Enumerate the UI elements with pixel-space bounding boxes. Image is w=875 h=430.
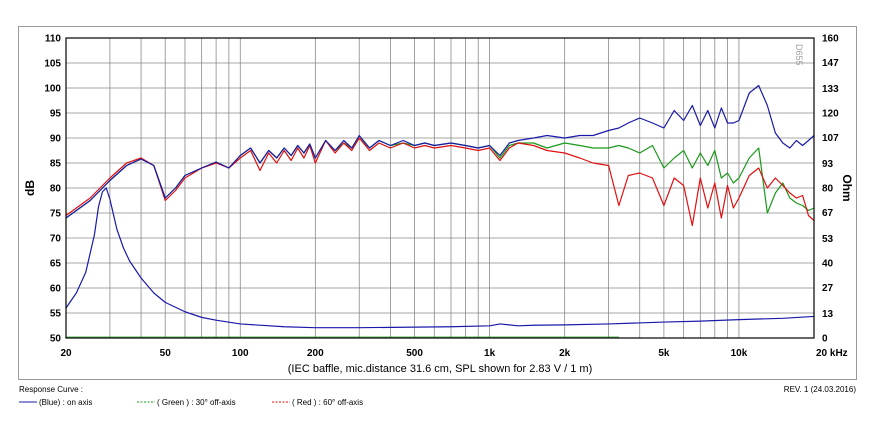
revision-label: REV. 1 (24.03.2016) — [784, 385, 857, 394]
y2-axis-title: Ohm — [840, 174, 854, 201]
x-tick-label: 50 — [160, 348, 172, 359]
y-tick-label: 95 — [50, 109, 62, 120]
measurement-conditions: (IEC baffle, mic.distance 31.6 cm, SPL s… — [288, 363, 592, 375]
y-tick-label: 50 — [50, 334, 62, 345]
y2-tick-label: 147 — [822, 58, 839, 69]
y-tick-label: 100 — [44, 84, 61, 95]
green-30deg-curve — [65, 137, 815, 219]
y-axis-ticks: 50 55 60 65 70 75 80 85 90 95 100 105 110 — [44, 34, 61, 345]
x-tick-label: 2k — [559, 348, 571, 359]
y2-tick-label: 120 — [822, 109, 839, 120]
x-tick-label: 1k — [484, 348, 496, 359]
y2-tick-label: 80 — [822, 184, 834, 195]
y-tick-label: 65 — [50, 259, 62, 270]
y2-tick-label: 93 — [822, 159, 834, 170]
x-tick-label: 20 kHz — [816, 348, 848, 359]
y-tick-label: 80 — [50, 184, 62, 195]
y2-tick-label: 13 — [822, 309, 834, 320]
plot-area — [65, 37, 815, 339]
x-tick-label: 20 — [60, 348, 72, 359]
y-tick-label: 85 — [50, 159, 62, 170]
y-tick-label: 75 — [50, 209, 62, 220]
x-tick-label: 100 — [232, 348, 249, 359]
x-tick-label: 5k — [658, 348, 670, 359]
y-tick-label: 60 — [50, 284, 62, 295]
legend-label: ( Green ) : 30° off-axis — [157, 398, 236, 407]
y2-tick-label: 107 — [822, 133, 839, 144]
y2-tick-label: 53 — [822, 234, 834, 245]
legend-label: (Blue) : on axis — [39, 398, 92, 407]
response-curve-title: Response Curve : — [19, 385, 83, 394]
red-60deg-curve — [65, 137, 815, 227]
y2-tick-label: 160 — [822, 34, 839, 45]
y2-tick-label: 67 — [822, 208, 834, 219]
legend-label: ( Red ) : 60° off-axis — [292, 398, 363, 407]
y2-tick-label: 133 — [822, 84, 839, 95]
y-axis-title: dB — [23, 180, 37, 196]
blue-on-axis-curve — [65, 84, 815, 219]
x-axis-ticks: 20 50 100 200 500 1k 2k 5k 10k 20 kHz — [60, 348, 847, 359]
impedance-curve — [65, 187, 815, 329]
outer-frame — [18, 26, 857, 380]
y-tick-label: 90 — [50, 134, 62, 145]
grid — [66, 38, 814, 338]
legend: (Blue) : on axis ( Green ) : 30° off-axis… — [19, 398, 363, 407]
y-tick-label: 70 — [50, 234, 62, 245]
x-tick-label: 500 — [406, 348, 423, 359]
y2-axis-ticks: 0 13 27 40 53 67 80 93 107 120 133 147 160 — [822, 34, 839, 345]
y-tick-label: 55 — [50, 309, 62, 320]
y2-tick-label: 40 — [822, 259, 834, 270]
y-tick-label: 105 — [44, 59, 61, 70]
x-tick-label: 200 — [307, 348, 324, 359]
y-tick-label: 110 — [45, 34, 62, 45]
x-tick-label: 10k — [731, 348, 748, 359]
y2-tick-label: 0 — [822, 334, 828, 345]
y2-tick-label: 27 — [822, 283, 834, 294]
curves — [65, 84, 815, 338]
watermark: D655 — [794, 44, 804, 66]
